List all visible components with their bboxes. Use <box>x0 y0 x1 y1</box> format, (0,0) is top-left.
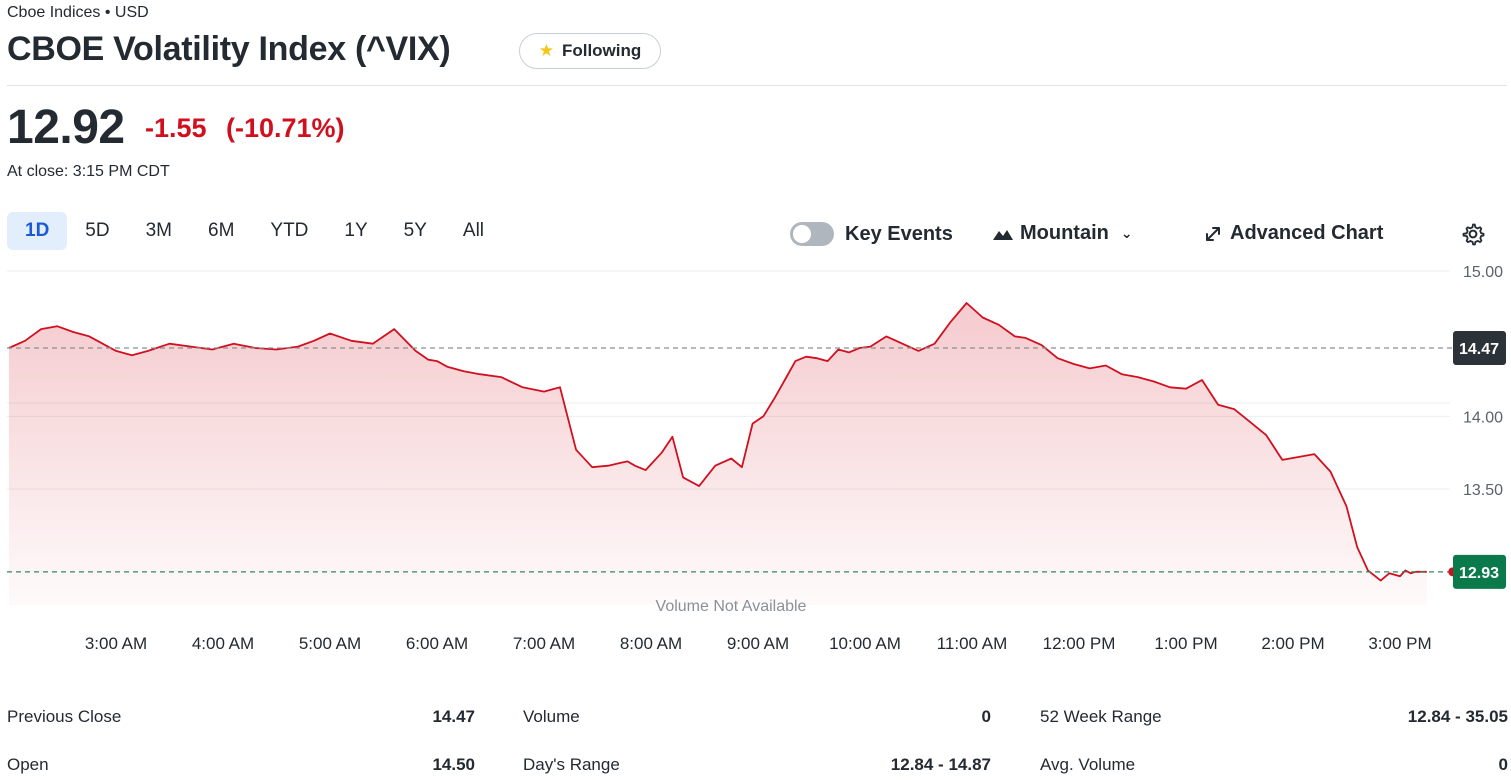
stat-label: Previous Close <box>7 707 121 727</box>
mountain-icon <box>992 226 1014 242</box>
x-tick-label: 9:00 AM <box>727 634 789 653</box>
range-tab-1y[interactable]: 1Y <box>326 212 385 250</box>
y-tick-label: 13.50 <box>1463 482 1503 499</box>
price-change: -1.55 <box>145 113 207 144</box>
x-tick-label: 3:00 PM <box>1368 634 1431 653</box>
x-tick-label: 2:00 PM <box>1261 634 1324 653</box>
stat-label: 52 Week Range <box>1040 707 1162 727</box>
chart-type-label: Mountain <box>1020 222 1109 245</box>
x-tick-label: 10:00 AM <box>829 634 901 653</box>
x-tick-label: 6:00 AM <box>406 634 468 653</box>
range-tab-5d[interactable]: 5D <box>67 212 127 250</box>
volume-note: Volume Not Available <box>656 598 807 615</box>
x-tick-label: 1:00 PM <box>1154 634 1217 653</box>
range-tab-ytd[interactable]: YTD <box>252 212 326 250</box>
key-events-toggle[interactable] <box>790 222 834 246</box>
key-events-label: Key Events <box>845 223 953 246</box>
page-title: CBOE Volatility Index (^VIX) <box>7 30 450 69</box>
stat-value: 0 <box>982 707 991 727</box>
range-tab-5y[interactable]: 5Y <box>386 212 445 250</box>
stat-value: 12.84 - 35.05 <box>1408 707 1508 727</box>
following-button[interactable]: ★ Following <box>519 33 661 69</box>
current-price: 12.92 <box>7 100 125 155</box>
stat-value: 14.47 <box>432 707 475 727</box>
price-change-percent: (-10.71%) <box>226 113 345 144</box>
previous-close-label: 14.47 <box>1459 341 1499 358</box>
range-tabs: 1D 5D 3M 6M YTD 1Y 5Y All <box>7 212 502 250</box>
stat-days-range: Day's Range 12.84 - 14.87 <box>523 750 991 780</box>
range-tab-3m[interactable]: 3M <box>128 212 190 250</box>
expand-icon <box>1204 225 1222 243</box>
stat-52-week-range: 52 Week Range 12.84 - 35.05 <box>1040 702 1508 732</box>
y-tick-label: 14.00 <box>1463 409 1503 426</box>
chevron-down-icon: ⌄ <box>1121 225 1133 242</box>
range-tab-1d[interactable]: 1D <box>7 212 67 250</box>
price-chart[interactable]: 15.00 14.00 13.50 14.47 12.93 Volume Not Avai… <box>0 255 1511 675</box>
stat-previous-close: Previous Close 14.47 <box>7 702 475 732</box>
x-tick-label: 4:00 AM <box>192 634 254 653</box>
stat-value: 12.84 - 14.87 <box>891 755 991 775</box>
exchange-label: Cboe Indices • USD <box>7 4 149 22</box>
stat-open: Open 14.50 <box>7 750 475 780</box>
toggle-knob <box>793 225 811 243</box>
x-tick-label: 11:00 AM <box>937 634 1008 653</box>
stat-label: Open <box>7 755 49 775</box>
stat-avg-volume: Avg. Volume 0 <box>1040 750 1508 780</box>
range-tab-all[interactable]: All <box>445 212 502 250</box>
gear-icon[interactable] <box>1461 222 1485 246</box>
advanced-chart-button[interactable]: Advanced Chart <box>1204 222 1383 245</box>
x-tick-label: 5:00 AM <box>299 634 361 653</box>
stat-label: Avg. Volume <box>1040 755 1135 775</box>
close-time: At close: 3:15 PM CDT <box>7 163 170 181</box>
stat-label: Day's Range <box>523 755 620 775</box>
star-icon: ★ <box>539 41 554 61</box>
stat-value: 14.50 <box>432 755 475 775</box>
x-tick-label: 12:00 PM <box>1043 634 1116 653</box>
y-tick-label: 15.00 <box>1463 264 1503 281</box>
header-divider <box>7 85 1507 86</box>
stat-value: 0 <box>1499 755 1508 775</box>
following-label: Following <box>562 41 641 61</box>
last-value-label: 12.93 <box>1459 565 1499 582</box>
advanced-chart-label: Advanced Chart <box>1230 222 1383 245</box>
range-tab-6m[interactable]: 6M <box>190 212 252 250</box>
x-tick-label: 7:00 AM <box>513 634 575 653</box>
x-tick-label: 8:00 AM <box>620 634 682 653</box>
stat-label: Volume <box>523 707 580 727</box>
x-tick-label: 3:00 AM <box>85 634 147 653</box>
stat-volume: Volume 0 <box>523 702 991 732</box>
chart-type-dropdown[interactable]: Mountain ⌄ <box>992 222 1133 245</box>
